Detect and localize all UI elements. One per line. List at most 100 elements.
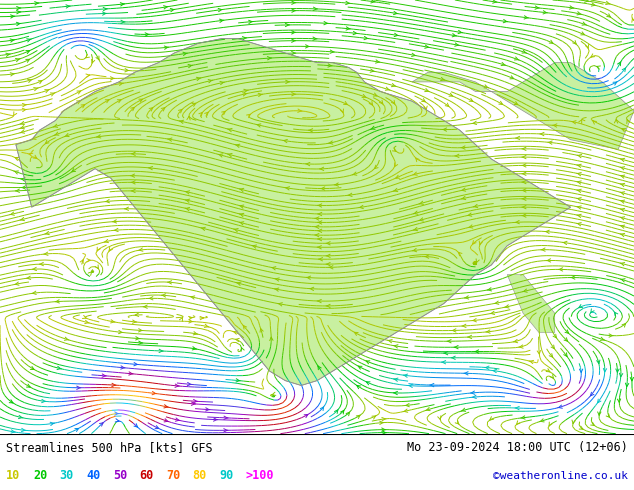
FancyArrowPatch shape (579, 304, 583, 308)
FancyArrowPatch shape (618, 399, 621, 402)
FancyArrowPatch shape (104, 240, 108, 243)
FancyArrowPatch shape (577, 197, 581, 201)
FancyArrowPatch shape (318, 212, 322, 216)
FancyArrowPatch shape (15, 157, 19, 160)
FancyArrowPatch shape (86, 54, 89, 58)
FancyArrowPatch shape (412, 248, 417, 252)
FancyArrowPatch shape (620, 158, 624, 162)
FancyArrowPatch shape (393, 189, 398, 192)
FancyArrowPatch shape (10, 73, 15, 76)
FancyArrowPatch shape (562, 241, 567, 245)
FancyArrowPatch shape (550, 375, 553, 378)
FancyArrowPatch shape (13, 112, 16, 116)
FancyArrowPatch shape (26, 50, 30, 53)
FancyArrowPatch shape (493, 0, 497, 3)
FancyArrowPatch shape (373, 93, 377, 96)
FancyArrowPatch shape (458, 30, 462, 34)
FancyArrowPatch shape (260, 329, 263, 332)
FancyArrowPatch shape (179, 317, 183, 321)
FancyArrowPatch shape (354, 332, 358, 336)
FancyArrowPatch shape (77, 91, 81, 94)
FancyArrowPatch shape (619, 373, 623, 377)
FancyArrowPatch shape (464, 296, 469, 299)
FancyArrowPatch shape (346, 27, 351, 30)
FancyArrowPatch shape (138, 341, 143, 344)
FancyArrowPatch shape (487, 288, 491, 291)
FancyArrowPatch shape (81, 105, 85, 108)
FancyArrowPatch shape (109, 247, 112, 251)
FancyArrowPatch shape (314, 234, 319, 237)
FancyArrowPatch shape (308, 129, 313, 132)
FancyArrowPatch shape (408, 384, 413, 388)
FancyArrowPatch shape (394, 344, 398, 348)
FancyArrowPatch shape (86, 74, 89, 77)
FancyArrowPatch shape (34, 88, 38, 91)
FancyArrowPatch shape (392, 148, 396, 151)
FancyArrowPatch shape (135, 313, 139, 317)
FancyArrowPatch shape (385, 87, 390, 90)
FancyArrowPatch shape (328, 141, 333, 144)
FancyArrowPatch shape (243, 325, 247, 329)
FancyArrowPatch shape (272, 392, 276, 395)
FancyArrowPatch shape (292, 1, 296, 4)
FancyArrowPatch shape (607, 14, 611, 17)
FancyArrowPatch shape (391, 100, 395, 104)
FancyArrowPatch shape (138, 329, 143, 332)
FancyArrowPatch shape (239, 221, 244, 225)
FancyArrowPatch shape (353, 172, 357, 175)
FancyArrowPatch shape (138, 248, 143, 251)
FancyArrowPatch shape (149, 108, 153, 111)
FancyArrowPatch shape (344, 101, 347, 104)
FancyArrowPatch shape (413, 227, 418, 231)
FancyArrowPatch shape (306, 276, 311, 279)
FancyArrowPatch shape (461, 188, 466, 191)
FancyArrowPatch shape (55, 300, 60, 303)
FancyArrowPatch shape (292, 93, 296, 96)
FancyArrowPatch shape (449, 93, 453, 96)
FancyArrowPatch shape (183, 52, 188, 55)
FancyArrowPatch shape (244, 89, 249, 93)
FancyArrowPatch shape (514, 57, 519, 60)
FancyArrowPatch shape (119, 82, 124, 85)
FancyArrowPatch shape (551, 345, 554, 349)
FancyArrowPatch shape (149, 296, 153, 300)
FancyArrowPatch shape (275, 288, 279, 291)
FancyArrowPatch shape (110, 319, 115, 323)
FancyArrowPatch shape (185, 199, 190, 202)
FancyArrowPatch shape (26, 276, 30, 279)
FancyArrowPatch shape (20, 125, 25, 129)
FancyArrowPatch shape (620, 217, 624, 220)
FancyArrowPatch shape (318, 366, 321, 370)
FancyArrowPatch shape (176, 418, 180, 421)
FancyArrowPatch shape (320, 407, 323, 411)
FancyArrowPatch shape (317, 245, 321, 249)
FancyArrowPatch shape (192, 346, 197, 350)
FancyArrowPatch shape (522, 172, 526, 175)
FancyArrowPatch shape (521, 416, 525, 419)
FancyArrowPatch shape (77, 101, 81, 104)
FancyArrowPatch shape (30, 367, 34, 369)
FancyArrowPatch shape (425, 255, 429, 258)
FancyArrowPatch shape (545, 230, 549, 233)
FancyArrowPatch shape (95, 265, 98, 269)
FancyArrowPatch shape (515, 406, 519, 410)
FancyArrowPatch shape (269, 337, 273, 341)
FancyArrowPatch shape (318, 221, 322, 224)
FancyArrowPatch shape (620, 225, 624, 228)
FancyArrowPatch shape (547, 259, 551, 262)
Polygon shape (507, 274, 555, 332)
FancyArrowPatch shape (620, 183, 624, 187)
FancyArrowPatch shape (292, 31, 296, 34)
Text: Mo 23-09-2024 18:00 UTC (12+06): Mo 23-09-2024 18:00 UTC (12+06) (407, 441, 628, 454)
FancyArrowPatch shape (382, 417, 386, 421)
FancyArrowPatch shape (437, 416, 441, 419)
FancyArrowPatch shape (549, 354, 553, 357)
FancyArrowPatch shape (328, 64, 332, 67)
FancyArrowPatch shape (513, 340, 518, 343)
FancyArrowPatch shape (205, 408, 210, 411)
FancyArrowPatch shape (548, 141, 552, 144)
FancyArrowPatch shape (236, 282, 241, 285)
FancyArrowPatch shape (620, 263, 624, 266)
Text: 70: 70 (166, 469, 180, 483)
FancyArrowPatch shape (577, 164, 581, 168)
